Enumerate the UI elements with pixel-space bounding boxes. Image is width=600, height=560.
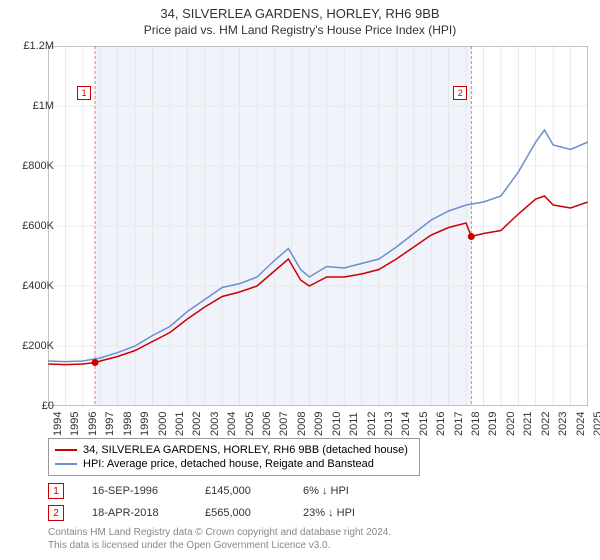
x-axis-label: 2007 bbox=[278, 412, 290, 436]
x-axis-label: 2025 bbox=[592, 412, 600, 436]
x-axis-label: 2022 bbox=[540, 412, 552, 436]
x-axis-label: 2004 bbox=[226, 412, 238, 436]
y-axis-label: £1M bbox=[33, 100, 54, 112]
x-axis-label: 2017 bbox=[453, 412, 465, 436]
transaction-price: £145,000 bbox=[205, 485, 275, 497]
footer: Contains HM Land Registry data © Crown c… bbox=[48, 526, 391, 552]
x-axis-label: 2001 bbox=[174, 412, 186, 436]
transaction-price: £565,000 bbox=[205, 507, 275, 519]
transactions-table: 1 16-SEP-1996 £145,000 6% ↓ HPI 2 18-APR… bbox=[48, 480, 355, 524]
x-axis-label: 2010 bbox=[331, 412, 343, 436]
x-axis-label: 1997 bbox=[104, 412, 116, 436]
chart-container: 34, SILVERLEA GARDENS, HORLEY, RH6 9BB P… bbox=[0, 0, 600, 560]
x-axis-label: 2023 bbox=[557, 412, 569, 436]
x-axis-label: 2020 bbox=[505, 412, 517, 436]
x-axis-label: 2021 bbox=[522, 412, 534, 436]
footer-line: This data is licensed under the Open Gov… bbox=[48, 539, 391, 552]
marker-badge: 2 bbox=[48, 505, 64, 521]
y-axis-label: £200K bbox=[22, 340, 54, 352]
x-axis-label: 2005 bbox=[244, 412, 256, 436]
x-axis-label: 1999 bbox=[139, 412, 151, 436]
x-axis-label: 2019 bbox=[487, 412, 499, 436]
x-axis-label: 2000 bbox=[157, 412, 169, 436]
x-axis-label: 2003 bbox=[209, 412, 221, 436]
x-axis-label: 2006 bbox=[261, 412, 273, 436]
x-axis-label: 2011 bbox=[348, 412, 360, 436]
chart-marker-badge: 1 bbox=[77, 86, 91, 100]
x-axis-label: 2016 bbox=[435, 412, 447, 436]
x-axis-label: 1995 bbox=[69, 412, 81, 436]
x-axis-label: 2002 bbox=[191, 412, 203, 436]
y-axis-label: £1.2M bbox=[23, 40, 54, 52]
y-axis-label: £800K bbox=[22, 160, 54, 172]
x-axis-label: 1996 bbox=[87, 412, 99, 436]
legend-label: HPI: Average price, detached house, Reig… bbox=[83, 458, 374, 470]
legend: 34, SILVERLEA GARDENS, HORLEY, RH6 9BB (… bbox=[48, 438, 420, 476]
legend-swatch bbox=[55, 463, 77, 465]
x-axis-label: 2014 bbox=[400, 412, 412, 436]
marker-badge: 1 bbox=[48, 483, 64, 499]
line-chart bbox=[48, 46, 588, 406]
legend-item: HPI: Average price, detached house, Reig… bbox=[55, 457, 413, 471]
legend-swatch bbox=[55, 449, 77, 451]
table-row: 1 16-SEP-1996 £145,000 6% ↓ HPI bbox=[48, 480, 355, 502]
x-axis-label: 2009 bbox=[313, 412, 325, 436]
y-axis-label: £0 bbox=[42, 400, 54, 412]
x-axis-label: 2012 bbox=[366, 412, 378, 436]
table-row: 2 18-APR-2018 £565,000 23% ↓ HPI bbox=[48, 502, 355, 524]
x-axis-label: 2013 bbox=[383, 412, 395, 436]
x-axis-label: 1998 bbox=[122, 412, 134, 436]
x-axis-label: 2018 bbox=[470, 412, 482, 436]
y-axis-label: £600K bbox=[22, 220, 54, 232]
footer-line: Contains HM Land Registry data © Crown c… bbox=[48, 526, 391, 539]
legend-label: 34, SILVERLEA GARDENS, HORLEY, RH6 9BB (… bbox=[83, 444, 408, 456]
legend-item: 34, SILVERLEA GARDENS, HORLEY, RH6 9BB (… bbox=[55, 443, 413, 457]
y-axis-label: £400K bbox=[22, 280, 54, 292]
chart-marker-badge: 2 bbox=[453, 86, 467, 100]
chart-title: 34, SILVERLEA GARDENS, HORLEY, RH6 9BB bbox=[0, 0, 600, 21]
x-axis-label: 1994 bbox=[52, 412, 64, 436]
transaction-delta: 6% ↓ HPI bbox=[303, 485, 349, 497]
chart-subtitle: Price paid vs. HM Land Registry's House … bbox=[0, 21, 600, 41]
x-axis-label: 2008 bbox=[296, 412, 308, 436]
x-axis-label: 2024 bbox=[575, 412, 587, 436]
x-axis-label: 2015 bbox=[418, 412, 430, 436]
transaction-date: 18-APR-2018 bbox=[92, 507, 177, 519]
transaction-delta: 23% ↓ HPI bbox=[303, 507, 355, 519]
transaction-date: 16-SEP-1996 bbox=[92, 485, 177, 497]
